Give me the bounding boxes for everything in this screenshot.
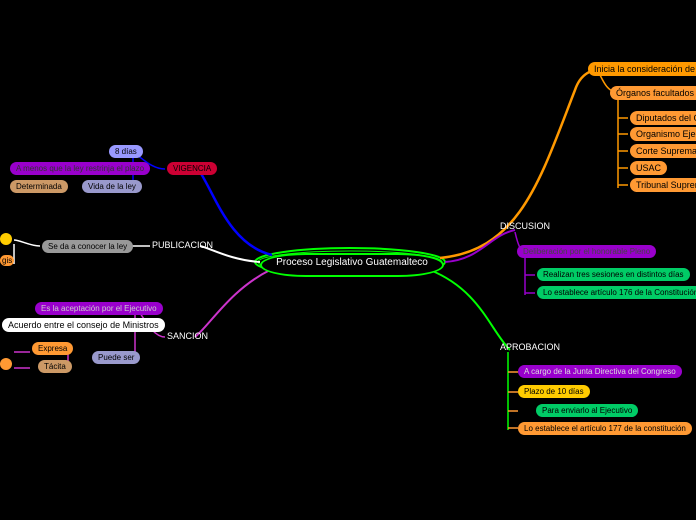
sancion-stub (0, 358, 12, 370)
vigencia-label: VIGENCIA (167, 162, 217, 175)
aprobacion-child-3: Lo establece el artículo 177 de la const… (518, 422, 692, 435)
iniciativa-child-3: USAC (630, 161, 667, 175)
sancion-child-0: Es la aceptación por el Ejecutivo (35, 302, 163, 315)
discusion-label: DISCUSION (500, 221, 550, 231)
sancion-child-2: Expresa (32, 342, 73, 355)
vigencia-child-3: Vida de la ley (82, 180, 142, 193)
discusion-child-1: Realizan tres sesiones en distintos días (537, 268, 690, 281)
publicacion-stub-0 (0, 233, 12, 245)
iniciativa-child-2: Corte Suprema de Ju (630, 144, 696, 158)
discusion-child-0: Deliberación por el honorable Pleno (517, 245, 656, 258)
iniciativa-sub: Órganos facultados para ha (610, 86, 696, 100)
iniciativa-child-4: Tribunal Supremo El (630, 178, 696, 192)
sancion-child-1: Acuerdo entre el consejo de Ministros (2, 318, 165, 332)
iniciativa-child-0: Diputados del Cong (630, 111, 696, 125)
aprobacion-child-0: A cargo de la Junta Directiva del Congre… (518, 365, 682, 378)
sancion-label: SANCION (167, 331, 208, 341)
vigencia-child-0: 8 días (109, 145, 143, 158)
vigencia-child-2: Determinada (10, 180, 68, 193)
aprobacion-child-2: Para enviarlo al Ejecutivo (536, 404, 638, 417)
aprobacion-child-1: Plazo de 10 días (518, 385, 590, 398)
publicacion-label: PUBLICACION (152, 240, 213, 250)
vigencia-child-1: A menos que la ley restrinja el plazo (10, 162, 150, 175)
iniciativa-main: Inicia la consideración de un pr (588, 62, 696, 76)
center-node: Proceso Legislativo Guatemalteco (260, 253, 444, 277)
iniciativa-child-1: Organismo Ejecutivo (630, 127, 696, 141)
sancion-child-3: Puede ser (92, 351, 140, 364)
aprobacion-label: APROBACION (500, 342, 560, 352)
sancion-child-4: Tácita (38, 360, 72, 373)
discusion-child-2: Lo establece artículo 176 de la Constitu… (537, 286, 696, 299)
publicacion-child-0: Se da a conocer la ley (42, 240, 133, 253)
publicacion-stub-1: gis (0, 255, 14, 266)
